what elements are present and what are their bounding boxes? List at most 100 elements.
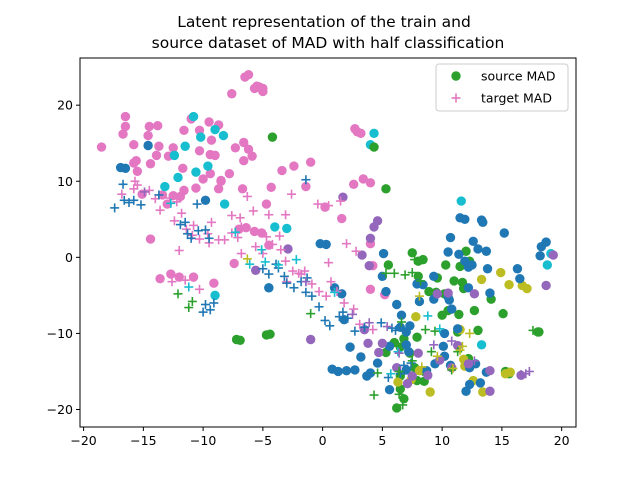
data-point	[264, 269, 274, 279]
source-series	[393, 267, 532, 397]
data-point	[267, 239, 277, 249]
legend: source MAD target MAD	[435, 63, 569, 112]
data-point	[241, 222, 251, 233]
data-point	[485, 288, 495, 298]
data-point	[399, 360, 409, 370]
data-point	[277, 165, 287, 176]
data-point	[230, 227, 240, 237]
data-point	[175, 191, 186, 202]
data-point	[414, 296, 425, 307]
data-point	[382, 322, 392, 332]
data-point	[173, 172, 183, 183]
data-point	[381, 268, 391, 278]
data-point	[372, 358, 383, 368]
data-point	[345, 342, 355, 352]
data-point	[187, 296, 197, 306]
data-point	[301, 277, 311, 287]
data-point	[119, 195, 129, 205]
data-point	[386, 369, 396, 379]
data-point	[439, 328, 450, 339]
data-point	[423, 370, 433, 380]
plot-frame	[79, 57, 577, 428]
data-point	[403, 346, 414, 357]
data-point	[120, 111, 131, 122]
data-point	[393, 347, 403, 357]
data-point	[478, 217, 488, 228]
data-point	[145, 234, 156, 244]
data-point	[206, 135, 217, 145]
data-point	[445, 232, 456, 243]
data-point	[350, 365, 360, 375]
data-point	[265, 329, 275, 339]
data-point	[145, 159, 156, 169]
data-point	[200, 225, 210, 235]
data-point	[448, 363, 458, 373]
target-series	[173, 255, 538, 410]
data-point	[541, 237, 551, 247]
data-point	[358, 174, 368, 184]
data-point	[275, 231, 285, 241]
data-point	[117, 189, 127, 199]
data-point	[438, 341, 449, 352]
data-point	[369, 128, 379, 139]
data-point	[204, 233, 214, 243]
data-point	[307, 279, 317, 289]
data-point	[173, 289, 183, 299]
data-point	[186, 233, 196, 243]
target-series	[140, 187, 534, 380]
data-point	[533, 327, 543, 337]
data-point	[227, 89, 237, 99]
data-point	[324, 201, 334, 211]
data-point	[476, 340, 487, 350]
data-point	[261, 232, 271, 242]
data-point	[399, 394, 409, 404]
data-point	[457, 341, 467, 351]
data-point	[418, 254, 428, 265]
data-point	[465, 328, 475, 338]
data-point	[250, 265, 261, 275]
data-point	[337, 289, 347, 299]
data-point	[209, 278, 219, 288]
data-point	[188, 111, 199, 122]
data-point	[120, 163, 131, 174]
data-point	[447, 336, 457, 346]
x-tick-label: −10	[190, 433, 216, 448]
data-point	[200, 300, 210, 310]
data-point	[227, 210, 237, 220]
data-point	[136, 200, 146, 210]
data-point	[305, 157, 316, 167]
y-tick-label: 10	[57, 174, 73, 189]
data-point	[155, 205, 165, 215]
data-point	[282, 278, 292, 288]
data-point	[120, 121, 131, 132]
data-point	[224, 168, 235, 179]
data-point	[443, 288, 453, 298]
legend-label: source MAD	[481, 69, 555, 84]
data-point	[129, 158, 139, 168]
y-tick-label: 0	[65, 250, 73, 265]
data-point	[320, 315, 330, 325]
data-point	[118, 129, 128, 139]
data-point	[476, 274, 487, 285]
data-point	[188, 272, 199, 282]
data-point	[499, 228, 509, 238]
data-point	[245, 259, 255, 269]
data-point	[237, 184, 248, 194]
target-series	[110, 175, 416, 383]
data-point	[407, 371, 417, 381]
data-point	[180, 217, 190, 227]
data-point	[166, 198, 176, 208]
data-point	[192, 199, 202, 209]
data-point	[235, 213, 245, 223]
data-point	[391, 325, 401, 335]
data-point	[460, 214, 470, 224]
data-point	[356, 128, 366, 139]
data-point	[248, 206, 258, 216]
legend-box	[435, 63, 569, 112]
data-point	[356, 352, 366, 362]
data-point	[475, 378, 486, 388]
data-point	[195, 284, 205, 294]
data-point	[389, 268, 399, 278]
data-point	[180, 275, 190, 285]
data-point	[424, 286, 434, 297]
